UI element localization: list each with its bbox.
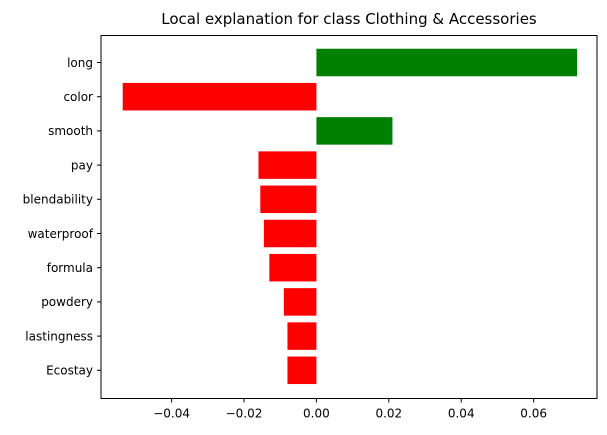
bar-lastingness xyxy=(287,322,317,350)
y-tick-label: long xyxy=(67,56,93,70)
bar-powdery xyxy=(283,288,317,316)
y-tick-label: smooth xyxy=(48,124,93,138)
x-tick-label: −0.04 xyxy=(153,407,190,421)
y-tick-label: waterproof xyxy=(28,227,94,241)
y-tick-label: formula xyxy=(47,261,93,275)
y-tick-label: pay xyxy=(71,158,93,172)
bar-waterproof xyxy=(263,219,317,248)
plot-frame xyxy=(100,35,598,399)
bar-smooth xyxy=(316,117,393,145)
x-tick-label: 0.06 xyxy=(520,407,547,421)
y-tick-label: blendability xyxy=(23,193,93,207)
x-tick-label: 0.04 xyxy=(448,407,475,421)
y-tick-label: Ecostay xyxy=(46,364,93,378)
bar-formula xyxy=(269,253,317,282)
x-tick-label: 0.00 xyxy=(303,407,330,421)
bar-long xyxy=(316,48,578,77)
bar-color xyxy=(122,82,317,111)
x-axis: −0.04 −0.02 0.00 0.02 0.04 0.06 xyxy=(153,398,547,421)
y-tick-label: lastingness xyxy=(25,329,93,343)
bar-blendability xyxy=(260,185,317,214)
y-axis: long color smooth pay blendability waterproof… xyxy=(23,56,101,378)
x-tick-label: −0.02 xyxy=(226,407,263,421)
x-tick-label: 0.02 xyxy=(375,407,402,421)
y-tick-label: powdery xyxy=(41,295,93,309)
bar-pay xyxy=(258,151,317,179)
bars-layer xyxy=(122,48,578,385)
chart-title: Local explanation for class Clothing & A… xyxy=(161,10,537,28)
y-tick-label: color xyxy=(63,90,93,104)
bar-ecostay xyxy=(287,356,317,385)
